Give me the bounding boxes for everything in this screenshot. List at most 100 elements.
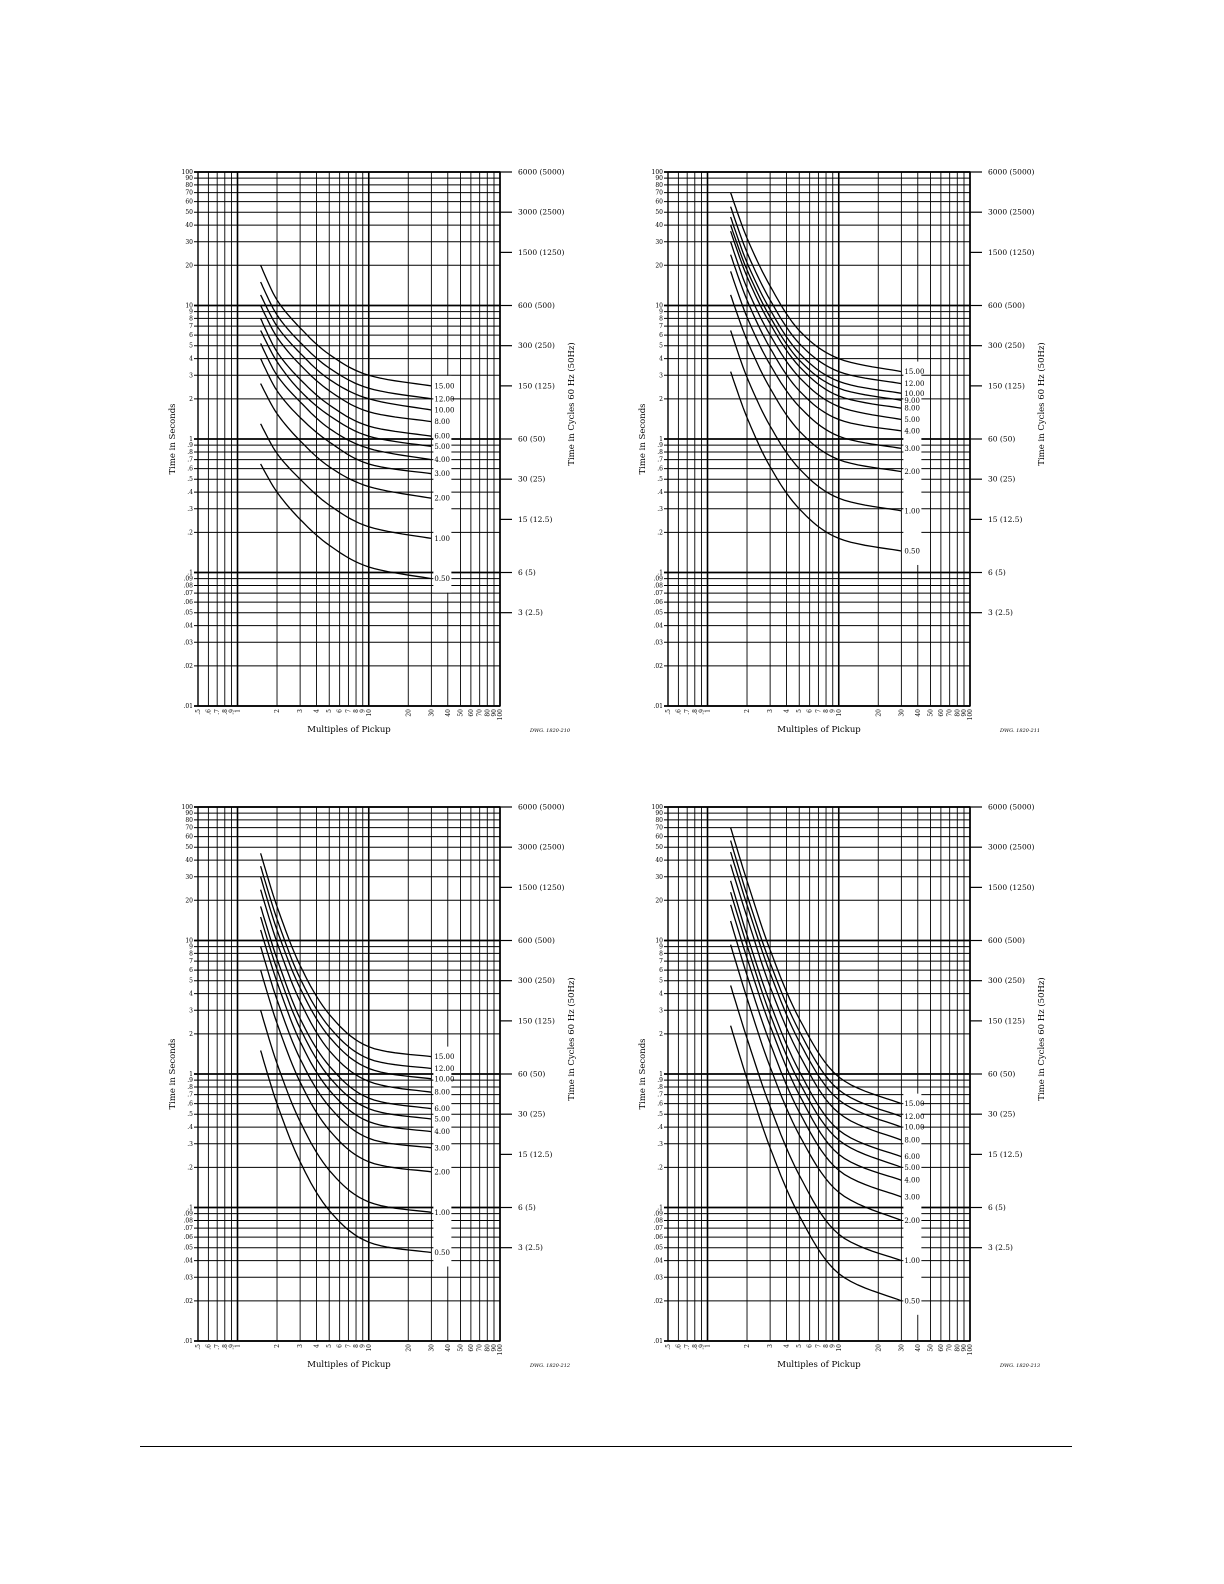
y-tick-label: 20: [185, 262, 193, 269]
y-tick-label: .9: [187, 1077, 193, 1084]
time-dial-curve: [729, 192, 902, 373]
y-tick-label: .7: [657, 1092, 663, 1099]
y-tick-label: 7: [189, 958, 193, 965]
cycle-tick-label: 30 (25): [988, 475, 1015, 484]
y-tick-label: .9: [187, 442, 193, 449]
y-tick-label: .07: [653, 1225, 663, 1232]
y-tick-label: .9: [657, 1077, 663, 1084]
time-dial-curve: [259, 1050, 432, 1254]
y-tick-label: 80: [185, 817, 193, 824]
y-tick-label: .01: [183, 703, 193, 710]
time-dial-label: 8.00: [904, 1137, 920, 1145]
right-axis-label: Time in Cycles 60 Hz (50Hz): [566, 977, 577, 1100]
y-axis-label: Time in Seconds: [638, 403, 648, 474]
x-tick-label: 6: [337, 709, 344, 713]
chart-svg: .5.6.7.8.9 1 2 3 4 5 6 7 8 9 10 20 30 40 50 60 70 80 90 100…: [638, 803, 1047, 1371]
y-tick-label: 30: [185, 239, 193, 246]
y-tick-label: .2: [187, 1164, 193, 1171]
time-dial-curve: [260, 423, 432, 540]
cycle-tick-label: 6000 (5000): [518, 168, 564, 177]
cycle-tick-label: 6 (5): [518, 568, 536, 577]
y-tick-label: 2: [659, 396, 663, 403]
dial-label-box: [433, 375, 452, 593]
x-tick-label: .5: [195, 709, 202, 715]
y-tick-label: 60: [655, 199, 663, 206]
time-dial-label: 8.00: [434, 418, 450, 426]
x-tick-label: 2: [744, 1344, 751, 1348]
cycle-tick-label: 150 (125): [988, 1016, 1025, 1025]
y-tick-label: 7: [659, 958, 663, 965]
time-dial-curve: [729, 254, 902, 432]
cycle-tick-label: 300 (250): [518, 976, 555, 985]
x-tick-label: 7: [345, 1344, 352, 1348]
x-tick-label: 20: [875, 1344, 882, 1352]
y-tick-label: 70: [655, 190, 663, 197]
x-tick-label: .9: [229, 1344, 236, 1350]
x-tick-label: 8: [353, 1344, 360, 1348]
curves: [259, 853, 432, 1254]
x-tick-label: 3: [767, 1344, 774, 1348]
cycle-tick-label: 600 (500): [518, 936, 555, 945]
cycle-tick-label: 60 (50): [518, 1070, 545, 1079]
x-tick-label: 1: [235, 1344, 242, 1348]
x-tick-label: 40: [915, 709, 922, 717]
x-tick-label: 4: [314, 1344, 321, 1348]
drawing-number: DWG. 1820-211: [999, 728, 1040, 734]
time-dial-curve: [729, 371, 902, 552]
y-tick-label: .3: [187, 1141, 193, 1148]
dial-label-box: [433, 1046, 452, 1267]
time-dial-curve: [729, 827, 902, 1105]
x-tick-label: .8: [222, 1344, 229, 1350]
chart-svg: .5.6.7.8.9 1 2 3 4 5 6 7 8 9 10 20 30 40 50 60 70 80 90 100…: [168, 803, 577, 1371]
time-dial-label: 2.00: [434, 495, 450, 503]
x-tick-label: 90: [491, 709, 498, 717]
y-tick-label: 50: [185, 844, 193, 851]
x-tick-label: 4: [784, 709, 791, 713]
time-dial-label: 8.00: [904, 405, 920, 413]
y-tick-label: 40: [655, 857, 663, 864]
time-dial-curve: [259, 906, 432, 1110]
cycle-tick-label: 600 (500): [518, 301, 555, 310]
cycle-tick-label: 60 (50): [988, 1070, 1015, 1079]
time-dial-curve: [259, 866, 432, 1070]
y-tick-label: .02: [653, 1298, 663, 1305]
x-tick-label: 10: [836, 1344, 843, 1352]
y-tick-label: 6: [659, 332, 663, 339]
y-tick-label: 8: [189, 315, 193, 322]
time-dial-curve: [260, 343, 432, 461]
time-dial-label: 4.00: [434, 456, 450, 464]
cycle-tick-label: 30 (25): [518, 1110, 545, 1119]
y-tick-label: .4: [657, 489, 663, 496]
y-tick-label: .05: [183, 610, 193, 617]
y-tick-label: .01: [653, 1338, 663, 1345]
x-tick-label: 5: [796, 1344, 803, 1348]
cycle-tick-label: 300 (250): [988, 976, 1025, 985]
x-tick-label: 1: [705, 709, 712, 713]
y-tick-label: .2: [657, 529, 663, 536]
time-dial-label: 2.00: [904, 468, 920, 476]
y-tick-label: .6: [187, 466, 193, 473]
time-curve-chart-3: .5.6.7.8.9 1 2 3 4 5 6 7 8 9 10 20 30 40 50 60 70 80 90 100…: [163, 795, 603, 1395]
y-tick-label: .08: [653, 1217, 663, 1224]
y-tick-label: .04: [653, 623, 663, 630]
time-dial-curve: [259, 889, 432, 1093]
y-tick-label: 30: [655, 239, 663, 246]
y-tick-label: 90: [655, 810, 663, 817]
y-axis-label: Time in Seconds: [168, 1038, 178, 1109]
grid: [664, 171, 971, 707]
time-dial-label: 1.00: [904, 1257, 920, 1265]
y-tick-label: 80: [655, 182, 663, 189]
y-tick-label: 30: [655, 874, 663, 881]
cycle-tick-label: 150 (125): [518, 1016, 555, 1025]
time-dial-curve: [729, 920, 902, 1198]
time-dial-label: 12.00: [434, 1065, 454, 1073]
y-tick-label: 20: [655, 262, 663, 269]
y-tick-label: 4: [659, 991, 663, 998]
time-dial-label: 15.00: [434, 382, 454, 390]
time-dial-curve: [729, 840, 902, 1118]
x-tick-label: 9: [830, 709, 837, 713]
time-dial-label: 12.00: [434, 395, 454, 403]
time-dial-label: 1.00: [904, 507, 920, 515]
x-tick-label: 9: [360, 1344, 367, 1348]
cycle-tick-label: 3000 (2500): [518, 843, 564, 852]
